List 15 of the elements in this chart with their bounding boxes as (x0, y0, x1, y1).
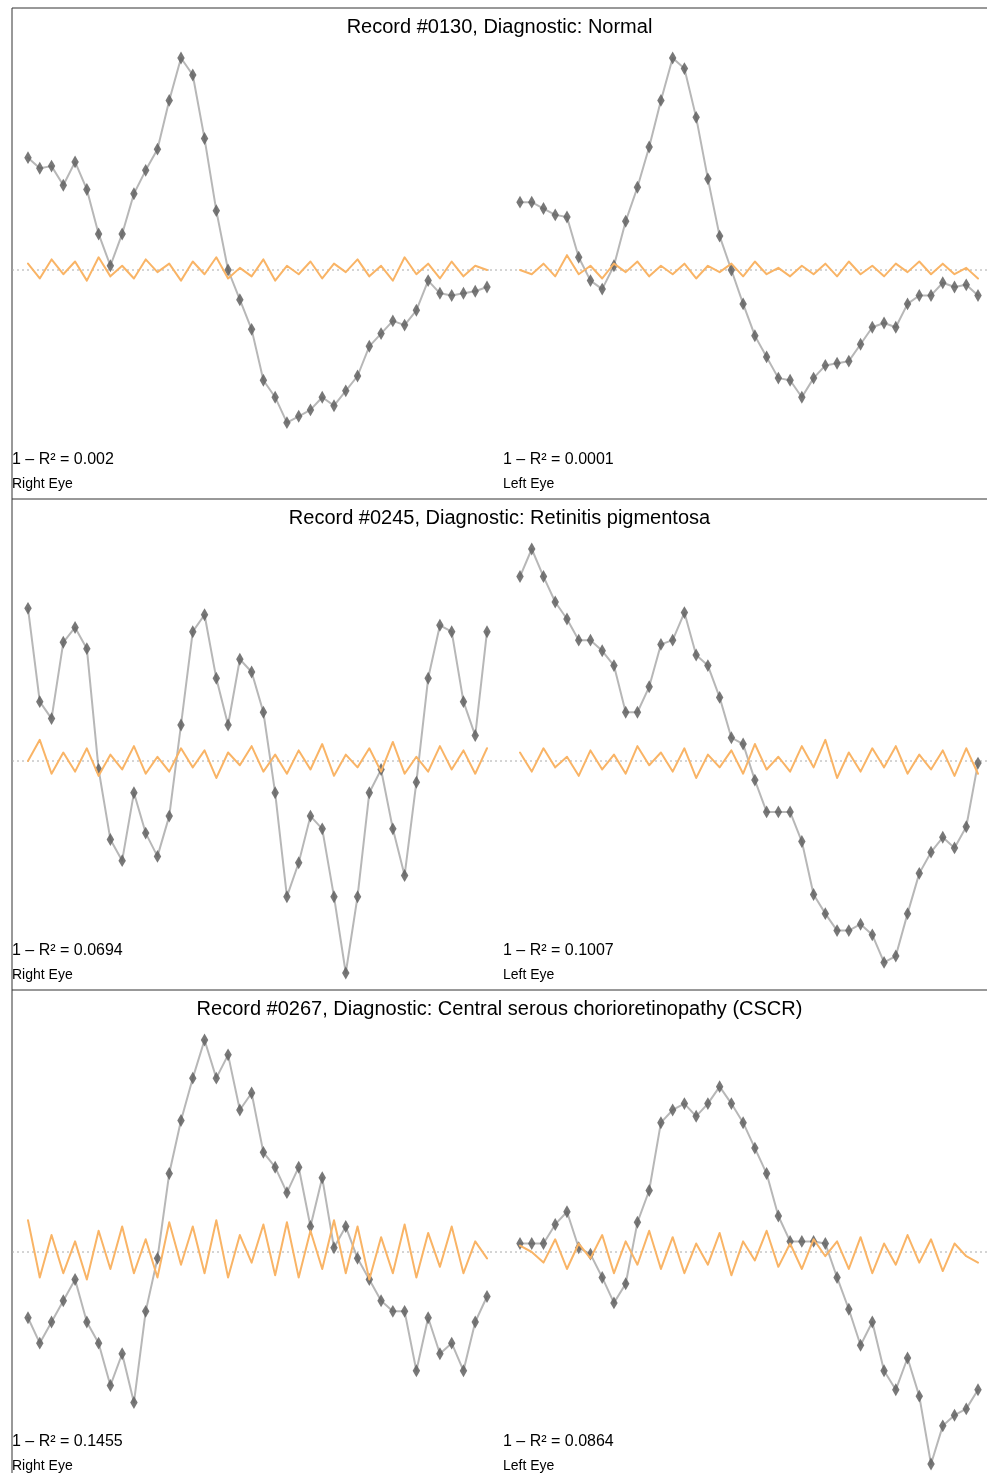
text: Left Eye (503, 475, 555, 491)
chart-title: Record #0130, Diagnostic: Normal (346, 15, 653, 37)
text: 1 – R² = 0.0001 (503, 450, 614, 467)
annotation: Right Eye (12, 966, 73, 982)
text: Right Eye (12, 1457, 73, 1473)
annotation: Left Eye (503, 1457, 555, 1473)
text: 1 – R² = 0.1455 (12, 1432, 123, 1449)
annotation: 1 – R² = 0.1007 (503, 941, 614, 958)
text: Right Eye (12, 475, 73, 491)
annotation: 1 – R² = 0.0694 (12, 941, 123, 958)
annotation: 1 – R² = 0.0864 (503, 1432, 614, 1449)
text: Left Eye (503, 966, 555, 982)
chart-title: Record #0267, Diagnostic: Central serous chorioretinopathy (CSCR) (196, 997, 803, 1019)
text: 1 – R² = 0.002 (12, 450, 114, 467)
chart-title: Record #0245, Diagnostic: Retinitis pigmentosa (288, 506, 712, 528)
